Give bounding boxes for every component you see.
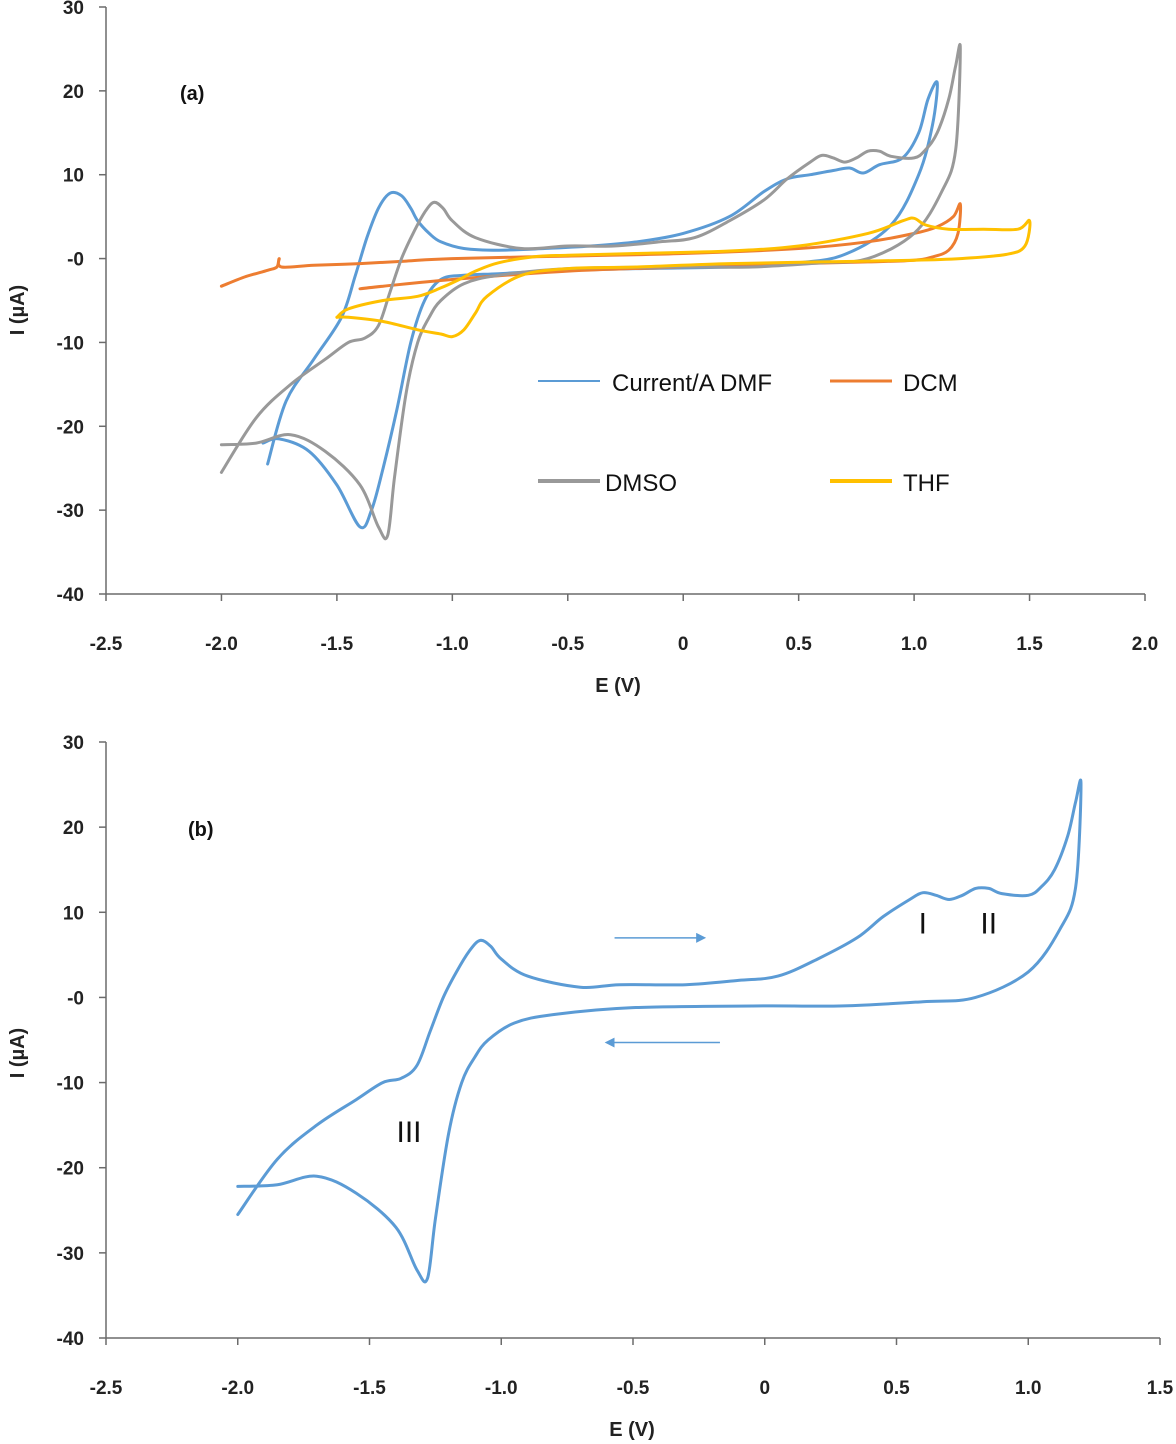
x-tick-label: 0.5 xyxy=(785,634,812,655)
y-tick-label: 30 xyxy=(63,733,84,754)
y-tick-label: -40 xyxy=(57,1329,84,1350)
x-tick-label: -1.0 xyxy=(485,1378,518,1399)
series-group-a xyxy=(219,42,1032,541)
legend-label-dmf: Current/A DMF xyxy=(612,370,772,397)
legend-item-thf: THF xyxy=(830,470,950,497)
x-axis-ticks-a: -2.5 -2.0 -1.5 -1.0 -0.5 0 0.5 1.0 1.5 2.0 xyxy=(90,594,1158,655)
y-tick-label: -0 xyxy=(67,250,84,271)
x-tick-label: -2.0 xyxy=(205,634,238,655)
legend-item-dmso: DMSO xyxy=(538,470,677,497)
y-tick-label: -20 xyxy=(57,1159,84,1180)
x-axis-ticks-b: -2.5 -2.0 -1.5 -1.0 -0.5 0 0.5 1.0 1.5 xyxy=(90,1338,1174,1399)
y-axis-title-b: I (µA) xyxy=(7,1028,29,1078)
x-tick-label: -2.5 xyxy=(90,1378,123,1399)
y-tick-label: 10 xyxy=(63,903,84,924)
panel-label-b: (b) xyxy=(188,819,214,841)
y-tick-label: 20 xyxy=(63,818,84,839)
series-line-thf xyxy=(335,216,1032,339)
series-line-series-0 xyxy=(236,778,1083,1284)
x-axis-title-a: E (V) xyxy=(595,675,641,697)
x-axis-title-b: E (V) xyxy=(609,1419,655,1441)
chart-panel-b: 30 20 10 -0 -10 -20 -30 -40 -2.5 -2.0 -1.5 -1.0 -0.… xyxy=(7,733,1174,1441)
x-tick-label: -1.5 xyxy=(353,1378,386,1399)
y-tick-label: 20 xyxy=(63,82,84,103)
legend: Current/A DMF DCM DMSO THF xyxy=(538,370,958,497)
x-tick-label: -2.0 xyxy=(221,1378,254,1399)
x-tick-label: -0.5 xyxy=(617,1378,650,1399)
x-tick-label: 1.5 xyxy=(1147,1378,1174,1399)
direction-arrows-b xyxy=(604,932,720,1048)
y-tick-label: -40 xyxy=(57,585,84,606)
y-tick-label: 10 xyxy=(63,166,84,187)
series-group-b xyxy=(236,778,1083,1284)
y-tick-label: -10 xyxy=(57,333,84,354)
x-tick-label: -1.0 xyxy=(436,634,469,655)
legend-label-thf: THF xyxy=(903,470,950,497)
axes-a xyxy=(105,7,1145,595)
series-line-dmso xyxy=(219,42,962,541)
x-tick-label: -0.5 xyxy=(551,634,584,655)
peak-annotation: II xyxy=(980,908,997,941)
y-tick-label: 30 xyxy=(63,0,84,19)
y-tick-label: -30 xyxy=(57,501,84,522)
legend-label-dmso: DMSO xyxy=(605,470,677,497)
axes-b xyxy=(105,742,1160,1339)
y-axis-ticks-b: 30 20 10 -0 -10 -20 -30 -40 xyxy=(57,733,106,1350)
x-tick-label: 1.0 xyxy=(1015,1378,1041,1399)
legend-item-dcm: DCM xyxy=(830,370,958,397)
y-tick-label: -20 xyxy=(57,417,84,438)
x-tick-label: 0 xyxy=(678,634,689,655)
chart-panel-a: 30 20 10 -0 -10 -20 -30 -40 -2.5 -2.0 -1.5 -1.0 -0.… xyxy=(7,0,1158,697)
x-tick-label: -1.5 xyxy=(321,634,354,655)
peak-annotation: III xyxy=(397,1116,422,1149)
y-tick-label: -30 xyxy=(57,1244,84,1265)
y-tick-label: -10 xyxy=(57,1074,84,1095)
x-tick-label: -2.5 xyxy=(90,634,123,655)
x-tick-label: 0 xyxy=(759,1378,770,1399)
x-tick-label: 1.5 xyxy=(1016,634,1043,655)
series-line-current-a-dmf xyxy=(261,80,939,530)
y-axis-ticks-a: 30 20 10 -0 -10 -20 -30 -40 xyxy=(57,0,106,606)
legend-item-dmf: Current/A DMF xyxy=(538,370,772,397)
x-tick-label: 2.0 xyxy=(1132,634,1158,655)
peak-annotation: I xyxy=(919,908,927,941)
legend-label-dcm: DCM xyxy=(903,370,958,397)
panel-label-a: (a) xyxy=(180,83,204,105)
x-tick-label: 0.5 xyxy=(883,1378,910,1399)
y-tick-label: -0 xyxy=(67,988,84,1009)
y-axis-title-a: I (µA) xyxy=(7,285,29,335)
x-tick-label: 1.0 xyxy=(901,634,927,655)
